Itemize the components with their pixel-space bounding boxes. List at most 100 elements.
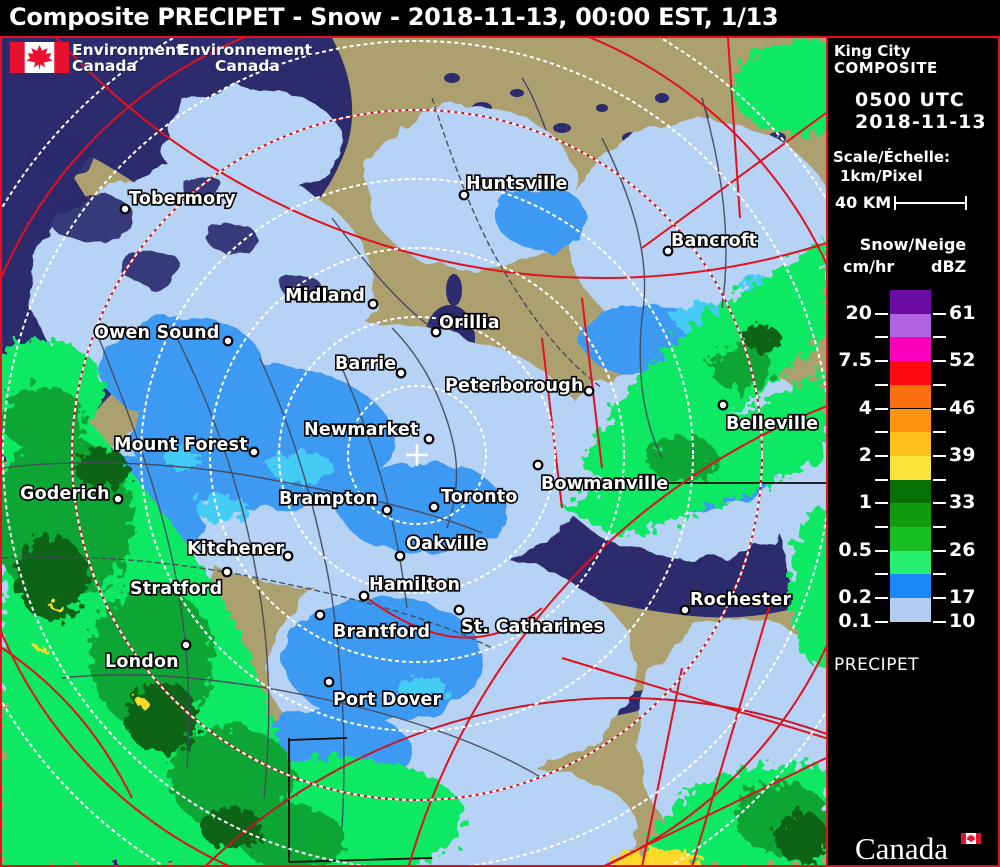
city-label-rochester: Rochester [690,590,791,610]
city-labels: Tobermory Huntsville Bancroft Midland Orilli… [18,172,819,711]
legend-block-4 [890,361,931,385]
logo-en-line2: Canada [72,57,137,75]
range-rings [2,38,826,865]
legend-dbz-value: 52 [949,349,976,372]
city-label-newmarket: Newmarket [304,420,419,440]
city-dot-belleville [717,399,729,411]
logo-en-line1: Environment [72,41,184,59]
legend-tick [933,478,946,481]
legend-tick [875,597,888,600]
legend-tick [875,526,888,528]
city-dot-kitchener [282,550,294,562]
legend-tick [875,454,888,457]
wordmark-flag-icon [961,833,981,844]
legend-title: Snow/Neige [859,235,967,254]
station-name: King City [834,42,911,60]
legend-tick [875,312,888,315]
city-dot-bowmanville [532,459,544,471]
scale-label: Scale/Échelle: [833,148,951,166]
city-label-peterborough: Peterborough [445,376,584,396]
legend-tick [875,336,888,339]
title-bar: Composite PRECIPET - Snow - 2018-11-13, … [0,0,1000,36]
city-dot-bancroft [662,245,674,257]
city-dot-owen-sound [222,335,234,347]
precip-green-dark-layer [16,325,826,864]
legend-block-14 [890,598,931,622]
legend-tick [875,573,888,576]
city-label-hamilton: Hamilton [369,575,460,595]
legend-cmhr-value: 4 [858,396,872,419]
product-name: PRECIPET [834,655,920,675]
city-label-stratford: Stratford [130,579,222,599]
city-dot-goderich [112,493,124,505]
legend-block-11 [890,527,931,551]
range-label: 40 KM [835,193,892,212]
legend-tick [933,502,946,505]
legend-cmhr-value: 0.2 [838,586,872,609]
legend-tick [933,312,946,315]
legend-tick [933,407,946,410]
legend-unit-left: cm/hr [843,257,895,276]
env-canada-logo: Environment Canada Environnement Canada [10,41,313,75]
city-dot-toronto [428,501,440,513]
city-dot-peterborough [583,385,595,397]
legend-block-3 [890,337,931,362]
legend-tick [875,360,888,363]
radar-map: Tobermory Huntsville Bancroft Midland Orilli… [0,36,826,867]
city-dot-port-dover [323,676,335,688]
legend-tick [875,620,888,623]
legend-tick [875,431,888,434]
city-label-belleville: Belleville [726,414,818,434]
legend-dbz-value: 46 [949,396,976,419]
legend-dbz-value: 10 [949,609,976,632]
legend-tick [933,454,946,457]
legend-tick [875,502,888,505]
city-label-huntsville: Huntsville [466,174,568,194]
legend-dbz-value: 26 [949,538,976,561]
water-gaps [30,136,322,300]
city-dot-st-catharines [453,604,465,616]
canada-wordmark: Canada [855,831,948,866]
radar-site-marker [406,444,428,466]
legend-cmhr-value: 0.5 [838,538,872,561]
city-dot-barrie [395,367,407,379]
legend-cmhr-value: 1 [858,491,872,514]
city-label-brantford: Brantford [333,622,430,642]
city-label-oakville: Oakville [406,534,487,554]
legend-block-6 [890,408,931,433]
info-sidebar: King City COMPOSITE 0500 UTC 2018-11-13 … [826,36,1000,867]
city-dot-midland [367,298,379,310]
scale-value: 1km/Pixel [840,167,923,185]
city-label-goderich: Goderich [20,484,110,504]
legend-cmhr-value: 7.5 [838,349,872,372]
city-label-brampton: Brampton [279,489,378,509]
legend-tick [875,549,888,552]
legend-tick [933,336,946,339]
observation-date: 2018-11-13 [855,111,987,133]
legend-block-2 [890,313,931,338]
city-dot-stratford [221,566,233,578]
precip-yellow-layer [35,604,705,865]
city-dot-huntsville [458,189,470,201]
canada-flag-icon [10,42,69,73]
city-label-tobermory: Tobermory [129,189,236,209]
scale-bar-icon [894,196,967,210]
city-dot-orillia [430,326,442,338]
legend-block-9 [890,479,931,504]
city-label-bancroft: Bancroft [671,231,757,251]
legend-unit-right: dBZ [931,257,967,276]
city-label-owen-sound: Owen Sound [94,323,220,343]
legend-tick [933,431,946,434]
observation-time: 0500 UTC [855,89,965,111]
city-label-toronto: Toronto [441,487,518,507]
legend-dbz-value: 17 [949,586,976,609]
logo-fr-line2: Canada [215,57,280,75]
border-lines [288,482,826,863]
legend-tick [875,478,888,481]
city-label-bowmanville: Bowmanville [541,474,669,494]
legend-dbz-value: 39 [949,443,976,466]
legend-tick [933,383,946,386]
legend-block-13 [890,574,931,599]
city-dot-brantford [314,609,326,621]
city-label-kitchener: Kitchener [187,539,285,559]
